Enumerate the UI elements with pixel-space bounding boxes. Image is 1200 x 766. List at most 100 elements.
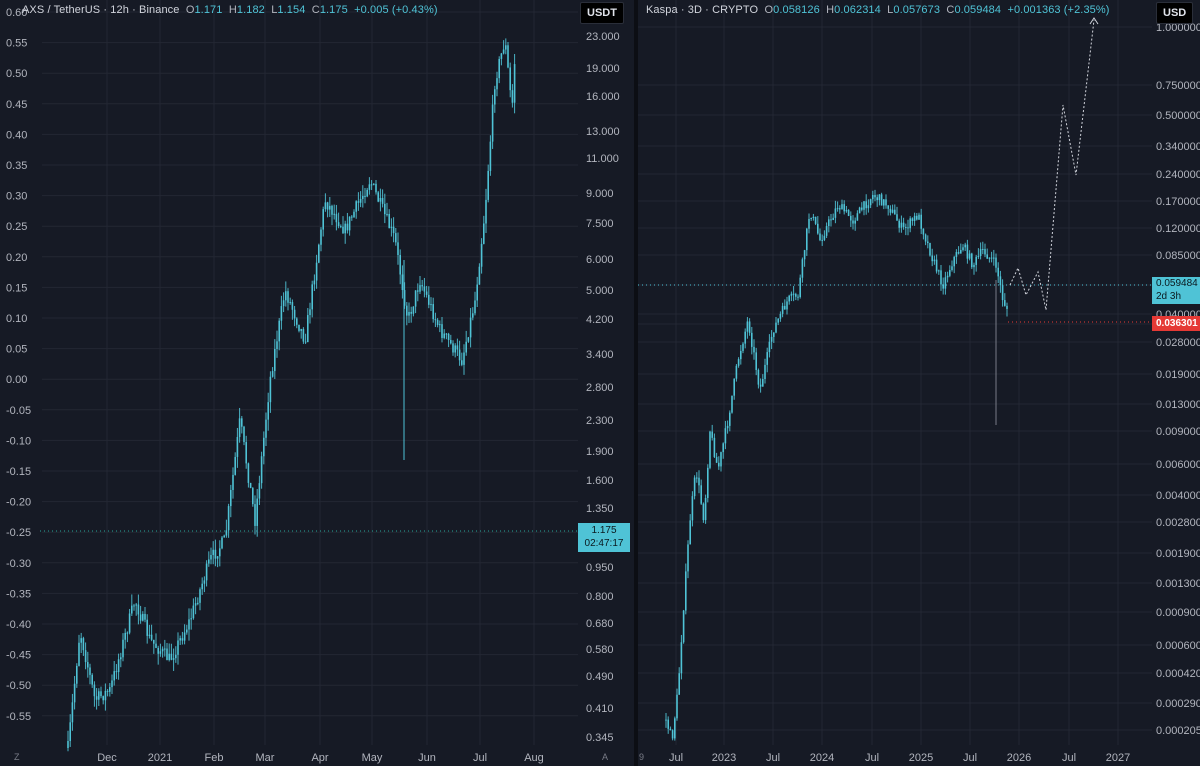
kaspa-timezone-icon[interactable]: 9 <box>639 752 645 762</box>
kaspa-candle-body <box>946 275 949 278</box>
axs-left-tick-label: -0.15 <box>6 466 31 478</box>
kaspa-high: 0.062314 <box>834 4 881 16</box>
axs-candle-body <box>483 223 485 244</box>
axs-candle-body <box>322 209 324 230</box>
kaspa-right-tick-label: 0.750000 <box>1156 80 1200 92</box>
axs-chart-canvas[interactable]: 0.60 0.55 0.50 0.45 0.40 0.35 0.30 0.25 0.20 0.15… <box>0 0 634 766</box>
axs-candle-body <box>456 345 459 350</box>
axs-symbol: AXS / TetherUS · 12h · Binance <box>22 4 180 16</box>
axs-candle-body <box>142 613 144 621</box>
axs-right-tick-label: 0.950 <box>586 562 614 574</box>
axs-candle-body <box>87 662 89 668</box>
kaspa-candle-body <box>755 352 757 370</box>
kaspa-candle-body <box>883 199 885 206</box>
axs-candle-body <box>115 671 118 673</box>
kaspa-candle-body <box>858 207 861 214</box>
axs-candle-body <box>379 197 382 202</box>
kaspa-candle-body <box>704 497 707 521</box>
kaspa-candle-body <box>973 264 975 268</box>
axs-candle-body <box>496 78 498 90</box>
axs-candle-body <box>265 419 267 438</box>
kaspa-candle-body <box>808 218 810 229</box>
axs-candle-body <box>423 286 426 292</box>
kaspa-unit-badge[interactable]: USD <box>1156 2 1194 24</box>
axs-candle-body <box>247 463 250 483</box>
kaspa-candle-body <box>995 257 997 268</box>
kaspa-x-tick-label: 2026 <box>1007 752 1031 764</box>
axs-candle-body <box>219 548 221 557</box>
kaspa-candle-body <box>689 520 691 545</box>
kaspa-chart-pane[interactable]: 1.000000 0.750000 0.500000 0.340000 0.240000… <box>638 0 1200 766</box>
axs-candle-body <box>326 202 329 210</box>
pane-divider[interactable] <box>634 0 638 766</box>
axs-left-tick-label: 0.00 <box>6 374 27 386</box>
kaspa-candle-body <box>757 369 760 385</box>
axs-candle-body <box>252 488 254 505</box>
axs-candle-body <box>472 313 474 318</box>
axs-candle-body <box>274 348 276 372</box>
axs-candle-body <box>291 302 294 310</box>
axs-candle-body <box>241 418 243 427</box>
kaspa-candle-body <box>931 255 933 262</box>
axs-candle-body <box>388 213 390 229</box>
axs-autoscale-icon[interactable]: A <box>602 752 609 762</box>
kaspa-candle-body <box>872 194 874 200</box>
kaspa-candle-body <box>779 313 782 319</box>
kaspa-right-tick-label: 0.006000 <box>1156 459 1200 471</box>
axs-candle-body <box>148 634 151 636</box>
axs-candle-body <box>362 195 364 199</box>
axs-candle-body <box>304 341 307 343</box>
axs-candle-body <box>128 613 131 633</box>
kaspa-right-tick-label: 1.000000 <box>1156 22 1200 34</box>
kaspa-candle-body <box>720 452 722 467</box>
kaspa-candle-body <box>999 276 1002 286</box>
axs-candle-body <box>153 639 155 644</box>
axs-candle-body <box>337 222 340 227</box>
axs-candle-body <box>89 667 91 675</box>
axs-candle-body <box>131 605 133 614</box>
axs-candle-body <box>78 642 80 666</box>
axs-candle-body <box>399 255 401 275</box>
kaspa-candle-body <box>678 673 680 695</box>
kaspa-candle-body <box>880 194 883 206</box>
axs-candle-body <box>300 329 302 331</box>
axs-candle-body <box>69 722 71 742</box>
kaspa-low: 0.057673 <box>893 4 941 16</box>
kaspa-candle-body <box>812 216 815 219</box>
axs-x-tick-label: May <box>362 752 383 764</box>
axs-candle-body <box>214 549 217 559</box>
kaspa-x-tick-label: 2024 <box>810 752 834 764</box>
axs-unit-badge[interactable]: USDT <box>580 2 624 24</box>
axs-candle-body <box>276 341 278 349</box>
kaspa-candle-body <box>984 249 986 255</box>
axs-chart-pane[interactable]: 0.60 0.55 0.50 0.45 0.40 0.35 0.30 0.25 0.20 0.15… <box>0 0 634 766</box>
kaspa-candle-body <box>740 350 742 360</box>
kaspa-candle-body <box>693 477 696 497</box>
axs-legend: AXS / TetherUS · 12h · Binance O1.171 H1… <box>22 4 438 16</box>
axs-right-tick-label: 16.000 <box>586 91 620 103</box>
kaspa-candle-body <box>894 209 896 215</box>
axs-candle-body <box>197 602 199 604</box>
kaspa-candle-body <box>836 208 839 210</box>
kaspa-candle-body <box>887 205 889 209</box>
axs-candle-body <box>340 226 342 228</box>
axs-left-tick-label: 0.55 <box>6 38 27 50</box>
axs-x-tick-label: Feb <box>205 752 224 764</box>
axs-left-tick-label: -0.25 <box>6 527 31 539</box>
axs-candle-body <box>190 618 192 620</box>
axs-candle-body <box>95 696 98 700</box>
kaspa-candle-body <box>819 233 821 241</box>
axs-candle-body <box>227 506 230 531</box>
axs-timezone-icon[interactable]: Z <box>14 752 20 762</box>
kaspa-candle-body <box>713 437 716 457</box>
axs-right-tick-label: 1.350 <box>586 503 614 515</box>
axs-right-tick-label: 2.800 <box>586 382 614 394</box>
axs-candle-body <box>500 53 503 59</box>
axs-x-tick-label: Dec <box>97 752 117 764</box>
kaspa-right-tick-label: 0.340000 <box>1156 141 1200 153</box>
kaspa-candle-body <box>828 219 830 227</box>
axs-left-tick-label: -0.45 <box>6 650 31 662</box>
axs-candle-body <box>421 285 423 287</box>
axs-candle-body <box>293 309 296 319</box>
kaspa-chart-canvas[interactable]: 1.000000 0.750000 0.500000 0.340000 0.240000… <box>638 0 1200 766</box>
